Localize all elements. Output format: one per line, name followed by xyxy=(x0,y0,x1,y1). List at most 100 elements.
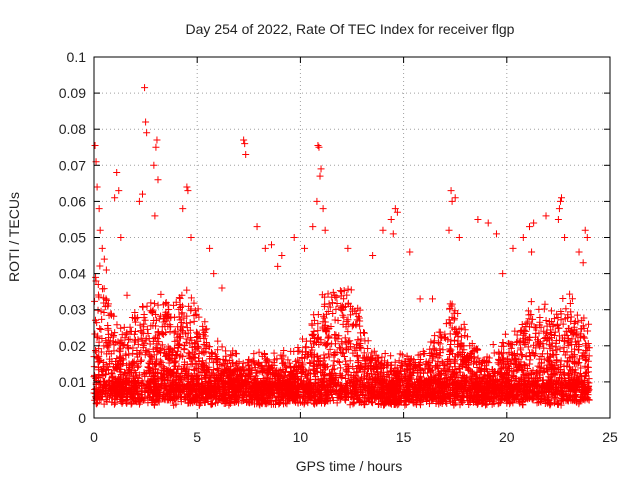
data-point xyxy=(512,367,520,375)
data-point xyxy=(326,386,334,394)
data-point xyxy=(447,346,455,354)
data-point xyxy=(339,311,347,319)
data-point xyxy=(451,363,459,371)
data-point xyxy=(99,383,107,391)
data-point xyxy=(337,292,345,300)
data-point xyxy=(496,369,504,377)
data-point xyxy=(577,377,585,385)
data-point xyxy=(110,341,118,349)
data-point xyxy=(282,399,290,407)
data-point xyxy=(534,339,542,347)
data-point xyxy=(571,366,579,374)
data-point xyxy=(177,351,185,359)
data-point xyxy=(348,322,356,330)
data-point xyxy=(352,341,360,349)
data-point xyxy=(452,373,460,381)
data-point xyxy=(214,346,222,354)
data-point xyxy=(100,309,108,317)
data-point xyxy=(218,362,226,370)
data-point xyxy=(535,355,543,363)
data-point xyxy=(398,351,406,359)
data-point xyxy=(218,343,226,351)
data-point xyxy=(328,366,336,374)
data-point xyxy=(384,393,392,401)
data-point xyxy=(91,330,99,338)
data-point xyxy=(191,353,199,361)
data-point xyxy=(450,336,458,344)
data-point xyxy=(483,353,491,361)
data-point xyxy=(522,320,530,328)
data-point xyxy=(343,291,351,299)
data-point xyxy=(340,353,348,361)
data-point xyxy=(374,369,382,377)
data-point xyxy=(95,374,103,382)
data-point xyxy=(321,293,329,301)
data-point xyxy=(160,330,168,338)
data-point xyxy=(355,357,363,365)
data-point xyxy=(170,344,178,352)
data-point xyxy=(531,374,539,382)
data-point xyxy=(430,393,438,401)
data-point xyxy=(178,370,186,378)
data-point xyxy=(321,360,329,368)
data-point xyxy=(248,383,256,391)
data-point xyxy=(545,317,553,325)
data-point xyxy=(524,343,532,351)
data-point xyxy=(154,397,162,405)
data-point xyxy=(505,340,513,348)
data-point xyxy=(435,377,443,385)
data-point xyxy=(557,316,565,324)
data-point xyxy=(108,330,116,338)
data-point xyxy=(222,347,230,355)
data-point xyxy=(547,342,555,350)
data-point xyxy=(138,328,146,336)
data-point xyxy=(440,378,448,386)
data-point xyxy=(526,378,534,386)
data-point xyxy=(524,365,532,373)
data-point xyxy=(530,391,538,399)
data-point xyxy=(332,371,340,379)
data-point xyxy=(182,365,190,373)
data-point xyxy=(103,350,111,358)
data-point xyxy=(95,338,103,346)
data-point xyxy=(507,344,515,352)
data-point xyxy=(280,346,288,354)
data-point xyxy=(115,346,123,354)
data-point xyxy=(480,392,488,400)
data-point xyxy=(118,331,126,339)
data-point xyxy=(391,358,399,366)
data-point xyxy=(343,338,351,346)
data-point xyxy=(361,401,369,409)
data-point xyxy=(571,358,579,366)
data-point xyxy=(278,355,286,363)
data-point xyxy=(130,376,138,384)
data-point xyxy=(94,291,102,299)
data-point xyxy=(438,367,446,375)
data-point xyxy=(326,345,334,353)
data-point xyxy=(170,394,178,402)
data-point xyxy=(456,395,464,403)
data-point xyxy=(522,362,530,370)
data-point xyxy=(261,379,269,387)
data-point xyxy=(231,361,239,369)
data-point xyxy=(258,390,266,398)
data-point xyxy=(393,387,401,395)
data-point xyxy=(381,350,389,358)
data-point xyxy=(556,345,564,353)
data-point xyxy=(273,393,281,401)
data-point xyxy=(310,311,318,319)
data-point xyxy=(321,321,329,329)
data-point xyxy=(239,397,247,405)
data-point xyxy=(151,333,159,341)
data-point xyxy=(437,332,445,340)
data-point xyxy=(142,336,150,344)
data-point xyxy=(353,368,361,376)
data-point xyxy=(304,377,312,385)
data-point xyxy=(463,387,471,395)
data-point xyxy=(407,355,415,363)
data-point xyxy=(444,358,452,366)
data-point xyxy=(171,313,179,321)
data-point xyxy=(557,401,565,409)
data-point xyxy=(142,347,150,355)
data-point xyxy=(137,356,145,364)
